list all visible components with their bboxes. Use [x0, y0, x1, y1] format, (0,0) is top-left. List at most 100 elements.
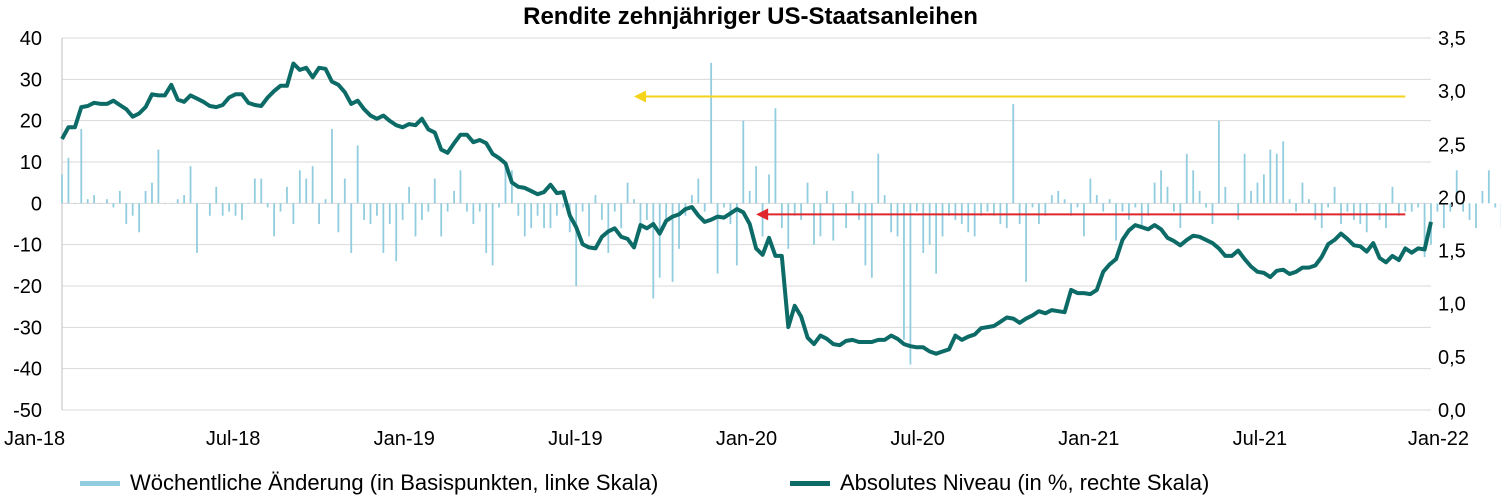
bar-weekly-change [459, 170, 462, 204]
bar-weekly-change [1365, 203, 1368, 233]
bar-weekly-change [491, 203, 494, 266]
bar-weekly-change [1442, 203, 1445, 229]
bar-weekly-change [851, 190, 854, 204]
bar-weekly-change [1179, 203, 1182, 229]
bar-weekly-change [106, 199, 108, 204]
bar-weekly-change [440, 203, 443, 237]
bar-weekly-change [1327, 203, 1330, 208]
bar-weekly-change [755, 166, 758, 204]
arrowhead-yellow [634, 90, 647, 103]
bar-weekly-change [73, 203, 76, 204]
bar-weekly-change [1269, 149, 1272, 204]
bar-weekly-change [645, 203, 648, 220]
bar-weekly-change [620, 203, 623, 229]
bar-weekly-change [716, 203, 719, 274]
bar-weekly-change [183, 195, 186, 204]
right-tick-label: 0,5 [1438, 347, 1466, 369]
bar-weekly-change [1417, 203, 1420, 208]
bar-weekly-change [1449, 203, 1452, 212]
bar-weekly-change [1378, 203, 1381, 220]
bar-weekly-change [690, 195, 693, 204]
bar-weekly-change [1314, 203, 1317, 220]
bar-weekly-change [356, 145, 359, 204]
bar-weekly-change [1063, 199, 1066, 204]
bar-weekly-change [954, 203, 957, 220]
bar-weekly-change [613, 203, 616, 212]
left-tick-label: -20 [13, 276, 42, 298]
bar-weekly-change [279, 203, 282, 212]
bar-weekly-change [890, 203, 893, 233]
bar-weekly-change [1494, 203, 1497, 208]
bar-weekly-change [1487, 170, 1490, 204]
bar-weekly-change [1140, 203, 1143, 229]
x-tick-label: Jan-22 [1408, 428, 1469, 450]
right-tick-label: 3,0 [1438, 81, 1466, 103]
bar-weekly-change [1031, 203, 1034, 208]
bar-weekly-change [196, 203, 198, 253]
bar-weekly-change [395, 203, 398, 262]
bar-weekly-change [1243, 153, 1246, 204]
bar-weekly-change [967, 203, 970, 233]
bar-weekly-change [176, 199, 179, 204]
bar-weekly-change [131, 203, 134, 216]
bar-weekly-change [993, 203, 995, 216]
bar-weekly-change [189, 166, 192, 204]
bar-weekly-change [941, 203, 944, 237]
bar-weekly-change [980, 203, 982, 216]
bar-weekly-change [157, 149, 160, 204]
bar-weekly-change [935, 203, 938, 274]
bar-weekly-change [311, 166, 314, 204]
bar-weekly-change [1230, 203, 1233, 204]
bar-weekly-change [138, 203, 141, 233]
bar-weekly-change [228, 203, 231, 212]
bar-weekly-change [639, 203, 642, 233]
bar-weekly-change [1410, 203, 1413, 212]
right-axis-ticks: 3,5 3,0 2,5 2,0 1,5 1,0 0,5 0,0 [1438, 28, 1466, 422]
bar-weekly-change [555, 203, 558, 216]
bar-weekly-change [1083, 203, 1085, 237]
bar-weekly-change [1423, 203, 1426, 258]
bar-weekly-change [813, 203, 815, 245]
bar-weekly-change [870, 203, 873, 278]
bar-weekly-change [1250, 190, 1252, 204]
bar-weekly-change [1352, 203, 1355, 220]
bar-weekly-change [208, 203, 211, 216]
bar-weekly-change [819, 203, 822, 237]
chart-title: Rendite zehnjähriger US-Staatsanleihen [523, 3, 978, 30]
bar-weekly-change [896, 203, 899, 237]
bar-weekly-change [1301, 182, 1304, 204]
bar-weekly-change [427, 203, 430, 212]
bar-weekly-change [594, 195, 597, 204]
bar-weekly-change [1108, 199, 1111, 204]
bar-weekly-change [253, 178, 256, 204]
bar-weekly-change [1218, 120, 1220, 204]
bar-weekly-change [697, 178, 700, 204]
bar-weekly-change [1173, 203, 1175, 212]
bar-weekly-change [234, 203, 237, 216]
left-tick-label: -10 [13, 235, 42, 257]
bar-weekly-change [658, 203, 661, 278]
bar-weekly-change [369, 203, 372, 224]
bar-weekly-change [1282, 141, 1285, 204]
legend-label-absolute-level: Absolutes Niveau (in %, rechte Skala) [840, 470, 1210, 495]
x-axis-ticks: Jan-18 Jul-18 Jan-19 Jul-19 Jan-20 Jul-20 Jan-… [4, 428, 1469, 450]
bar-weekly-change [903, 203, 905, 340]
bar-weekly-change [414, 203, 417, 237]
bar-weekly-change [1192, 170, 1195, 204]
bar-weekly-change [163, 203, 166, 204]
bar-weekly-change [331, 128, 333, 204]
bar-weekly-change [1436, 203, 1439, 212]
bar-weekly-change [1025, 203, 1027, 282]
bar-weekly-change [1275, 153, 1278, 204]
legend-item-absolute-level: Absolutes Niveau (in %, rechte Skala) [790, 470, 1209, 496]
bar-weekly-change [215, 186, 218, 204]
bar-weekly-change [915, 203, 918, 212]
bar-weekly-change [517, 203, 520, 216]
annotation-arrows [634, 90, 1406, 221]
bar-weekly-change [1198, 190, 1201, 204]
bar-weekly-change [928, 203, 931, 245]
x-tick-label: Jul-18 [206, 428, 260, 450]
bar-weekly-change [1115, 203, 1117, 241]
bar-weekly-change [838, 203, 841, 204]
bar-weekly-change [652, 203, 655, 299]
